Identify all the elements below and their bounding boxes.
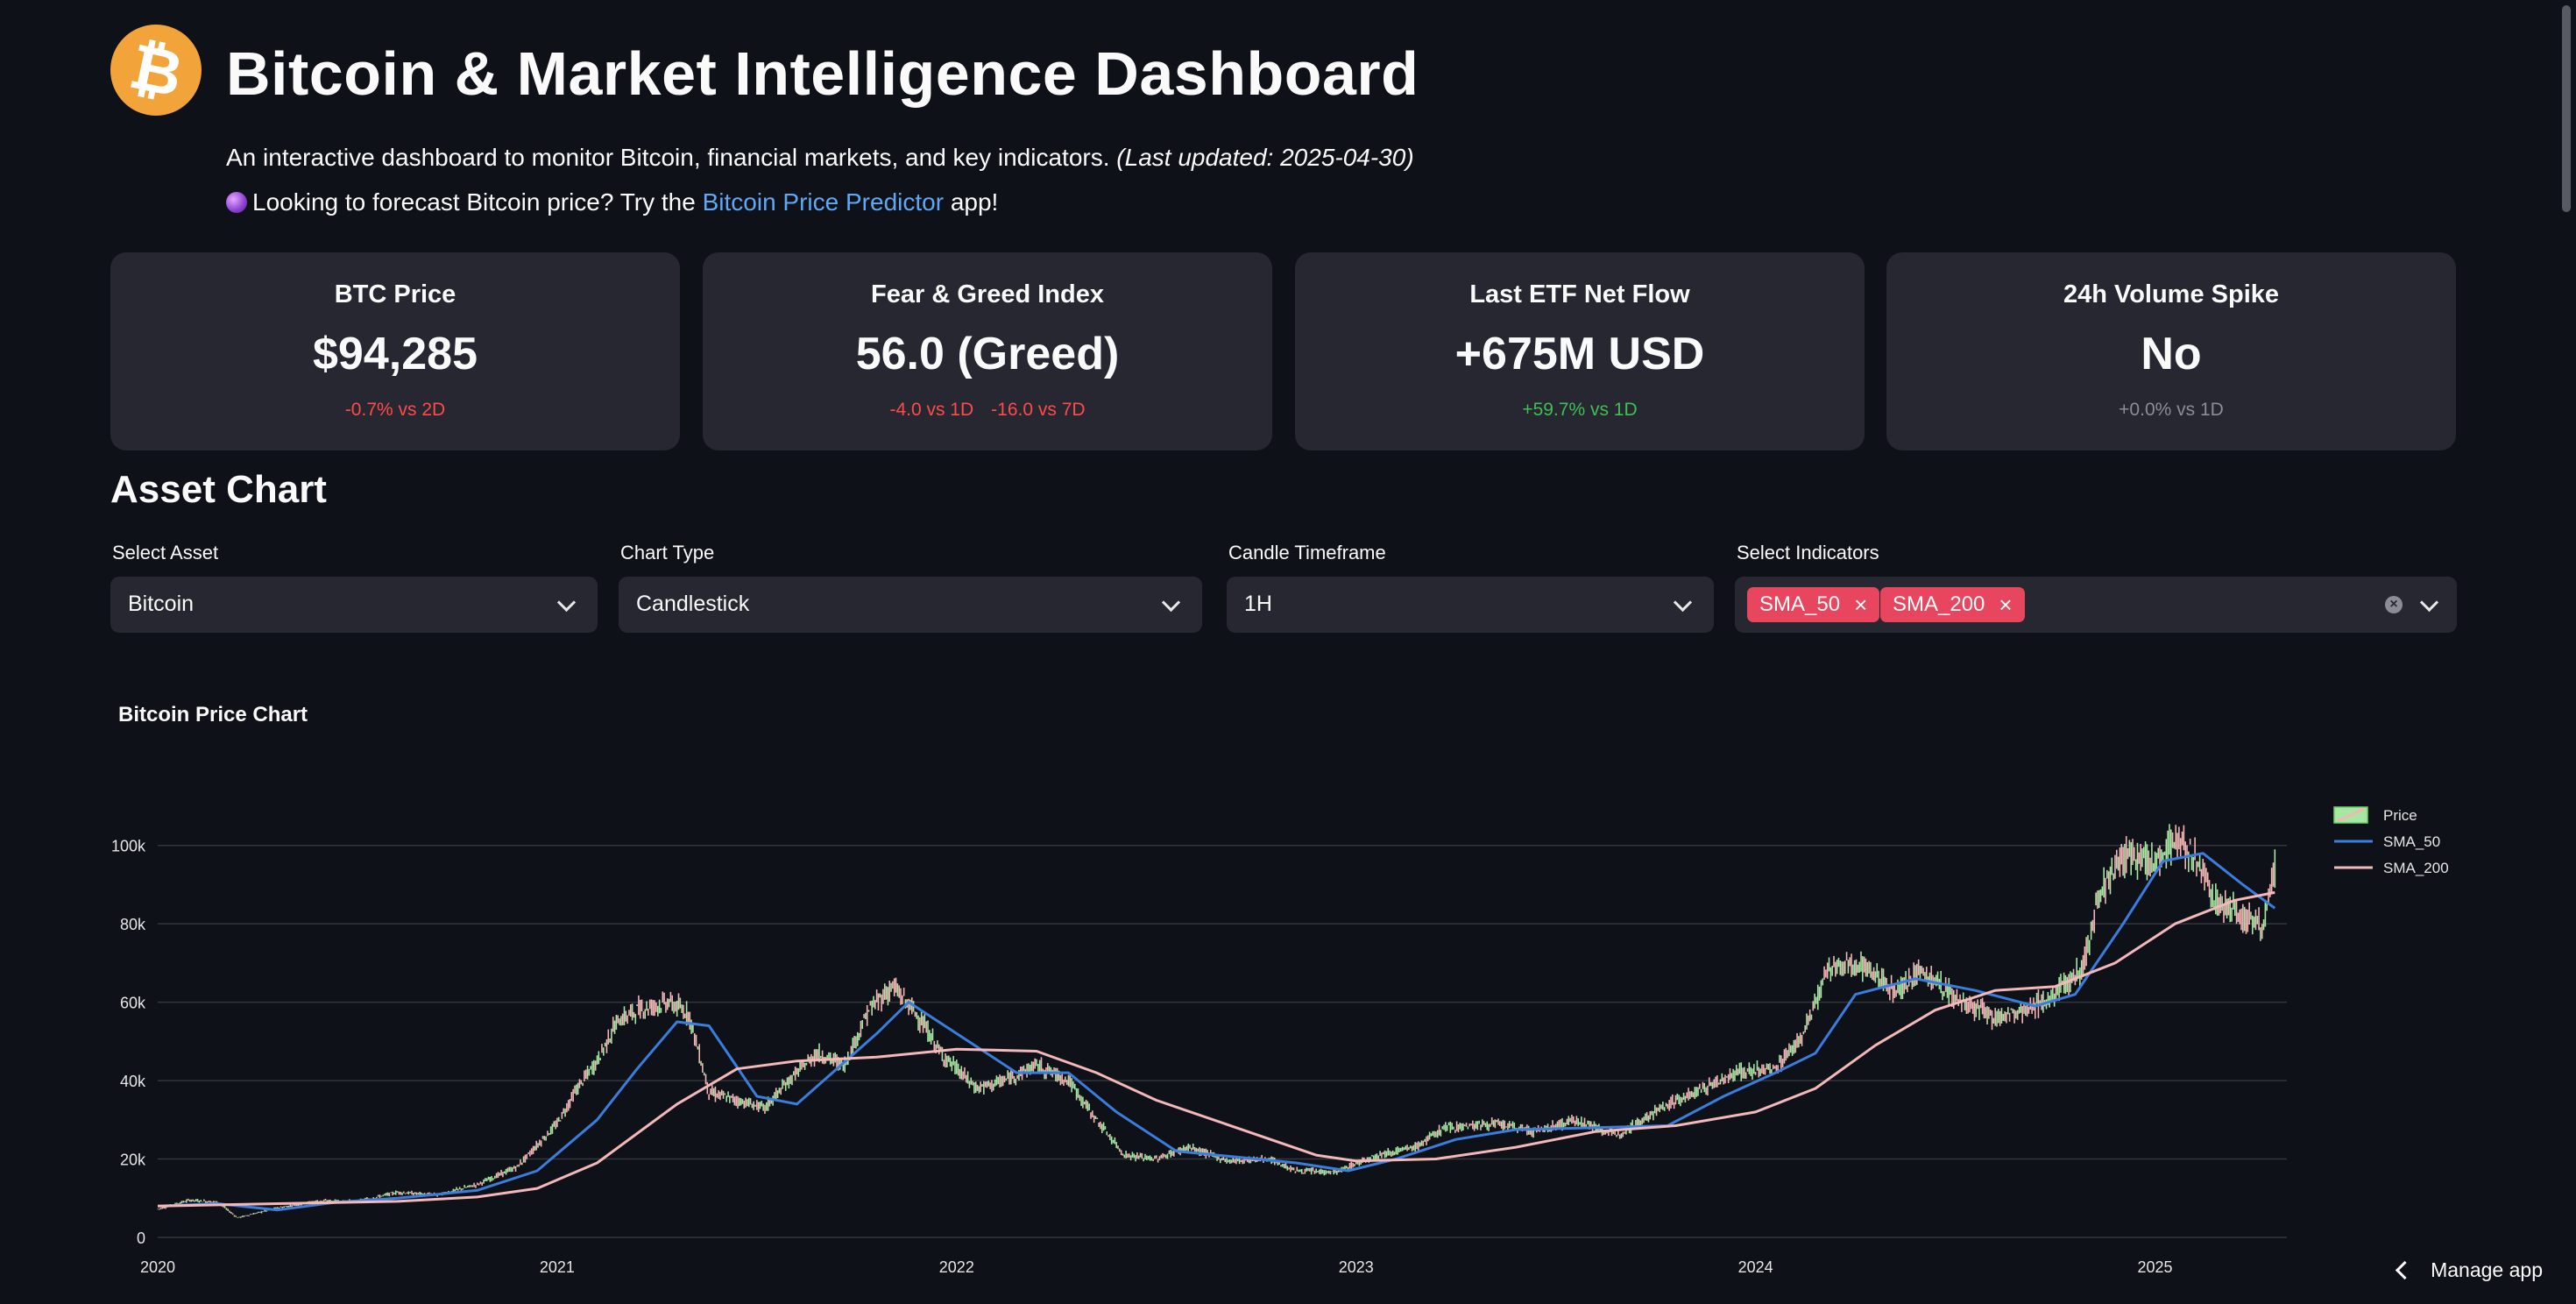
tag-label: SMA_50 [1759, 592, 1841, 616]
x-tick-label: 2023 [1339, 1258, 1374, 1276]
metric-label: Fear & Greed Index [871, 280, 1104, 308]
metric-delta: +59.7% vs 1D [1295, 400, 1865, 421]
metric-card-btc-price: BTC Price $94,285 -0.7% vs 2D [110, 252, 680, 450]
y-tick-label: 80k [120, 916, 146, 933]
indicators-label: Select Indicators [1737, 542, 1879, 563]
metric-delta: -0.7% vs 2D [110, 400, 680, 421]
y-tick-label: 60k [120, 995, 146, 1012]
bitcoin-logo-icon: ₿ [110, 25, 202, 116]
legend-label: SMA_200 [2383, 860, 2449, 876]
chart-type-value: Candlestick [636, 592, 750, 616]
page-title: Bitcoin & Market Intelligence Dashboard [226, 39, 1419, 108]
y-tick-label: 0 [137, 1230, 145, 1247]
delta-1d: +59.7% vs 1D [1522, 400, 1638, 420]
chevron-down-icon [556, 592, 577, 613]
chart-type-select[interactable]: Candlestick [619, 577, 1202, 633]
indicator-tag-sma50[interactable]: SMA_50 × [1747, 587, 1880, 622]
chevron-left-icon [2396, 1260, 2415, 1280]
chevron-down-icon [1673, 592, 1693, 613]
metric-delta: +0.0% vs 1D [1886, 400, 2456, 421]
manage-app-label: Manage app [2431, 1258, 2543, 1281]
legend-label: SMA_50 [2383, 833, 2440, 850]
metric-label: BTC Price [334, 280, 456, 308]
metric-value: +675M USD [1454, 329, 1705, 379]
select-asset-label: Select Asset [112, 542, 219, 563]
timeframe-label: Candle Timeframe [1228, 542, 1386, 563]
y-tick-label: 40k [120, 1073, 146, 1090]
metric-delta: -4.0 vs 1D -16.0 vs 7D [703, 400, 1272, 421]
tag-label: SMA_200 [1893, 592, 1985, 616]
asset-select-value: Bitcoin [128, 592, 195, 616]
asset-select[interactable]: Bitcoin [110, 577, 598, 633]
chart-title: Bitcoin Price Chart [118, 703, 308, 726]
series-line-sma_50 [157, 852, 2276, 1212]
page-scrollbar[interactable] [2551, 0, 2576, 1304]
predictor-link[interactable]: Bitcoin Price Predictor [702, 188, 945, 216]
legend-label: Price [2383, 807, 2417, 824]
y-tick-label: 100k [111, 838, 146, 855]
indicators-multiselect[interactable]: SMA_50 × SMA_200 × × [1735, 577, 2457, 633]
page-subtitle: An interactive dashboard to monitor Bitc… [226, 144, 1414, 172]
metric-value: No [2141, 329, 2202, 379]
delta-7d: -16.0 vs 7D [991, 400, 1086, 420]
promo-suffix: app! [950, 188, 999, 216]
delta-2d: -0.7% vs 2D [344, 400, 446, 420]
x-tick-label: 2020 [140, 1258, 175, 1276]
remove-tag-icon[interactable]: × [1854, 591, 1868, 618]
x-tick-label: 2021 [540, 1258, 575, 1276]
scrollbar-thumb[interactable] [2562, 5, 2571, 212]
subtitle-text: An interactive dashboard to monitor Bitc… [226, 144, 1110, 171]
clear-all-icon[interactable]: × [2385, 596, 2403, 613]
crystal-ball-icon [226, 192, 247, 213]
promo-text: Looking to forecast Bitcoin price? Try t… [252, 188, 696, 216]
delta-1d: -4.0 vs 1D [889, 400, 974, 420]
timeframe-select[interactable]: 1H [1227, 577, 1714, 633]
chevron-down-icon[interactable] [2419, 592, 2439, 613]
indicator-tag-sma200[interactable]: SMA_200 × [1880, 587, 2025, 622]
metric-card-volume-spike: 24h Volume Spike No +0.0% vs 1D [1886, 252, 2456, 450]
predictor-promo: Looking to forecast Bitcoin price? Try t… [226, 188, 998, 216]
legend-swatch-line [2337, 807, 2365, 823]
metric-label: 24h Volume Spike [2063, 280, 2280, 308]
price-chart[interactable]: 0 20k 40k 60k 80k 100k 2020 2021 2022 2023 2024 202… [0, 754, 2523, 1304]
chart-type-label: Chart Type [620, 542, 715, 563]
remove-tag-icon[interactable]: × [1999, 591, 2013, 618]
metric-value: $94,285 [313, 329, 478, 379]
x-tick-label: 2022 [939, 1258, 974, 1276]
last-updated: (Last updated: 2025-04-30) [1116, 144, 1414, 171]
manage-app-button[interactable]: Manage app [2396, 1258, 2543, 1282]
metric-value: 56.0 (Greed) [855, 329, 1120, 379]
y-tick-label: 20k [120, 1152, 146, 1169]
timeframe-value: 1H [1244, 592, 1272, 616]
metric-label: Last ETF Net Flow [1469, 280, 1690, 308]
chevron-down-icon [1161, 592, 1181, 613]
x-tick-label: 2025 [2138, 1258, 2173, 1276]
x-tick-label: 2024 [1738, 1258, 1773, 1276]
delta-1d: +0.0% vs 1D [2119, 400, 2224, 420]
metric-card-etf-flow: Last ETF Net Flow +675M USD +59.7% vs 1D [1295, 252, 1865, 450]
series-line-sma_200 [157, 890, 2275, 1208]
metric-card-fear-greed: Fear & Greed Index 56.0 (Greed) -4.0 vs … [703, 252, 1272, 450]
asset-chart-heading: Asset Chart [110, 468, 327, 511]
